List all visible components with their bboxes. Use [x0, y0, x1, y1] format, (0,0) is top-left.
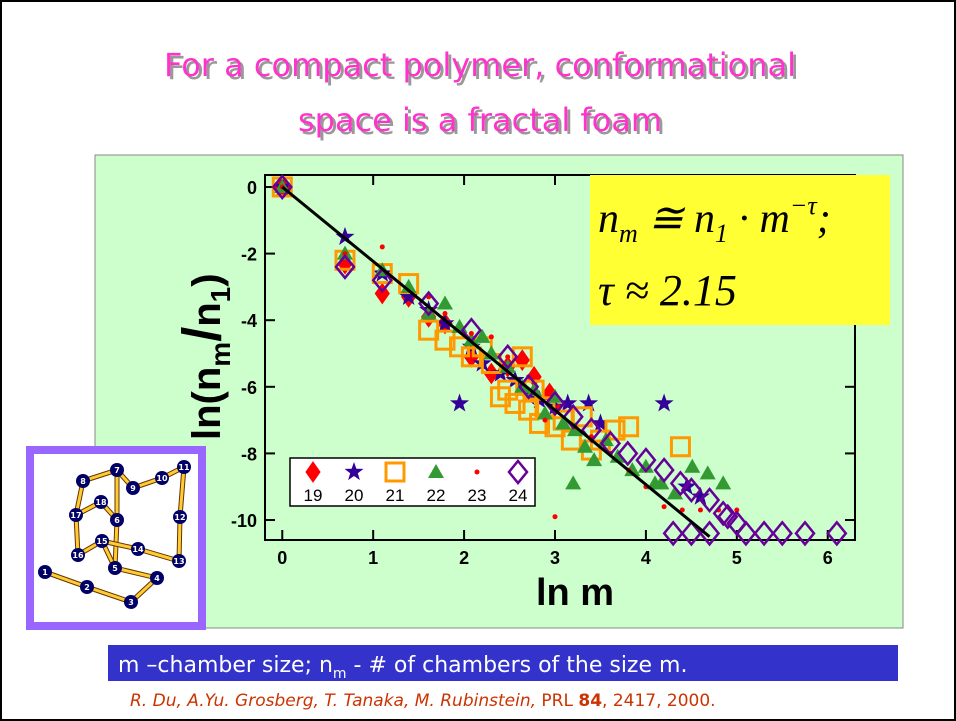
- node-label: 9: [130, 484, 136, 493]
- node-label: 6: [114, 516, 120, 525]
- legend-marker: [475, 470, 480, 475]
- y-tick-label: -10: [231, 511, 257, 531]
- node-label: 5: [112, 564, 118, 573]
- citation-part: PRL: [541, 691, 578, 711]
- formula-part: ;: [817, 196, 831, 242]
- y-axis-label-part: 1: [205, 287, 236, 303]
- point: [489, 334, 494, 339]
- point: [553, 514, 558, 519]
- y-axis-label-part: ln(n: [185, 367, 229, 440]
- formula-part: ≅ n: [638, 196, 715, 242]
- node-label: 1: [42, 568, 48, 577]
- point: [443, 311, 448, 316]
- formula-part: −τ: [790, 191, 819, 220]
- legend-label: 20: [345, 486, 364, 505]
- node-label: 10: [156, 474, 168, 483]
- node-label: 13: [173, 557, 184, 566]
- caption-part: m: [333, 666, 347, 682]
- y-tick-label: -6: [241, 378, 257, 398]
- node-label: 2: [84, 583, 90, 592]
- formula-line: τ ≈ 2.15: [598, 266, 737, 315]
- citation-text: R. Du, A.Yu. Grosberg, T. Tanaka, M. Rub…: [130, 691, 716, 711]
- x-tick-label: 2: [459, 548, 469, 568]
- point: [543, 418, 548, 423]
- legend-label: 24: [509, 486, 528, 505]
- citation: R. Du, A.Yu. Grosberg, T. Tanaka, M. Rub…: [130, 691, 716, 711]
- point: [505, 354, 510, 359]
- point: [698, 508, 703, 513]
- formula-part: m: [619, 219, 638, 248]
- node-label: 12: [174, 513, 185, 522]
- node-label: 18: [95, 498, 107, 507]
- title-line: For a compact polymer, conformational: [164, 46, 796, 84]
- node-label: 15: [96, 537, 108, 546]
- point: [380, 244, 385, 249]
- caption-text: m –chamber size; nm - # of chambers of t…: [118, 653, 687, 682]
- node-label: 17: [70, 511, 81, 520]
- legend: 19 20 21 22 23 24: [290, 458, 535, 506]
- caption-part: - # of chambers of the size m.: [347, 653, 688, 678]
- page: {"chart_data":{"type":"scatter", "title"…: [0, 0, 956, 721]
- node-label: 14: [132, 545, 144, 554]
- formula-part: 1: [715, 219, 728, 248]
- y-axis-label-part: m: [205, 342, 236, 367]
- caption-part: m –chamber size; n: [118, 653, 333, 678]
- x-axis-label: ln m: [536, 572, 614, 614]
- node-label: 11: [178, 463, 190, 472]
- x-tick-label: 5: [732, 548, 742, 568]
- y-tick-label: -4: [241, 311, 257, 331]
- citation-part: 84: [578, 691, 602, 711]
- x-tick-label: 0: [277, 548, 287, 568]
- y-tick-label: -8: [241, 444, 257, 464]
- slide: For a compact polymer, conformational sp…: [0, 0, 956, 721]
- legend-label: 19: [304, 486, 323, 505]
- x-tick-label: 6: [823, 548, 833, 568]
- legend-label: 22: [427, 486, 446, 505]
- title-line: space is a fractal foam: [298, 101, 662, 139]
- legend-box: [290, 458, 535, 506]
- node-label: 4: [154, 574, 160, 583]
- point: [662, 504, 667, 509]
- y-axis-label-part: n: [185, 302, 229, 326]
- y-axis-label-part: ): [185, 273, 229, 286]
- legend-label: 23: [468, 486, 487, 505]
- point: [469, 331, 474, 336]
- citation-part: R. Du, A.Yu. Grosberg, T. Tanaka, M. Rub…: [130, 691, 541, 711]
- y-axis-label-part: /: [172, 327, 232, 342]
- y-tick-label: 0: [247, 178, 257, 198]
- x-tick-label: 4: [641, 548, 651, 568]
- x-tick-label: 1: [368, 548, 378, 568]
- node-label: 8: [80, 477, 86, 486]
- node-label: 16: [72, 551, 84, 560]
- node-label: 7: [114, 466, 120, 475]
- x-tick-label: 3: [550, 548, 560, 568]
- formula-part: · m: [728, 196, 790, 242]
- y-tick-label: -2: [241, 245, 257, 265]
- formula-part: n: [598, 196, 619, 242]
- point: [406, 301, 411, 306]
- legend-label: 21: [386, 486, 405, 505]
- node-label: 3: [128, 598, 134, 607]
- citation-part: , 2417, 2000.: [602, 691, 716, 711]
- caption: m –chamber size; nm - # of chambers of t…: [118, 653, 687, 682]
